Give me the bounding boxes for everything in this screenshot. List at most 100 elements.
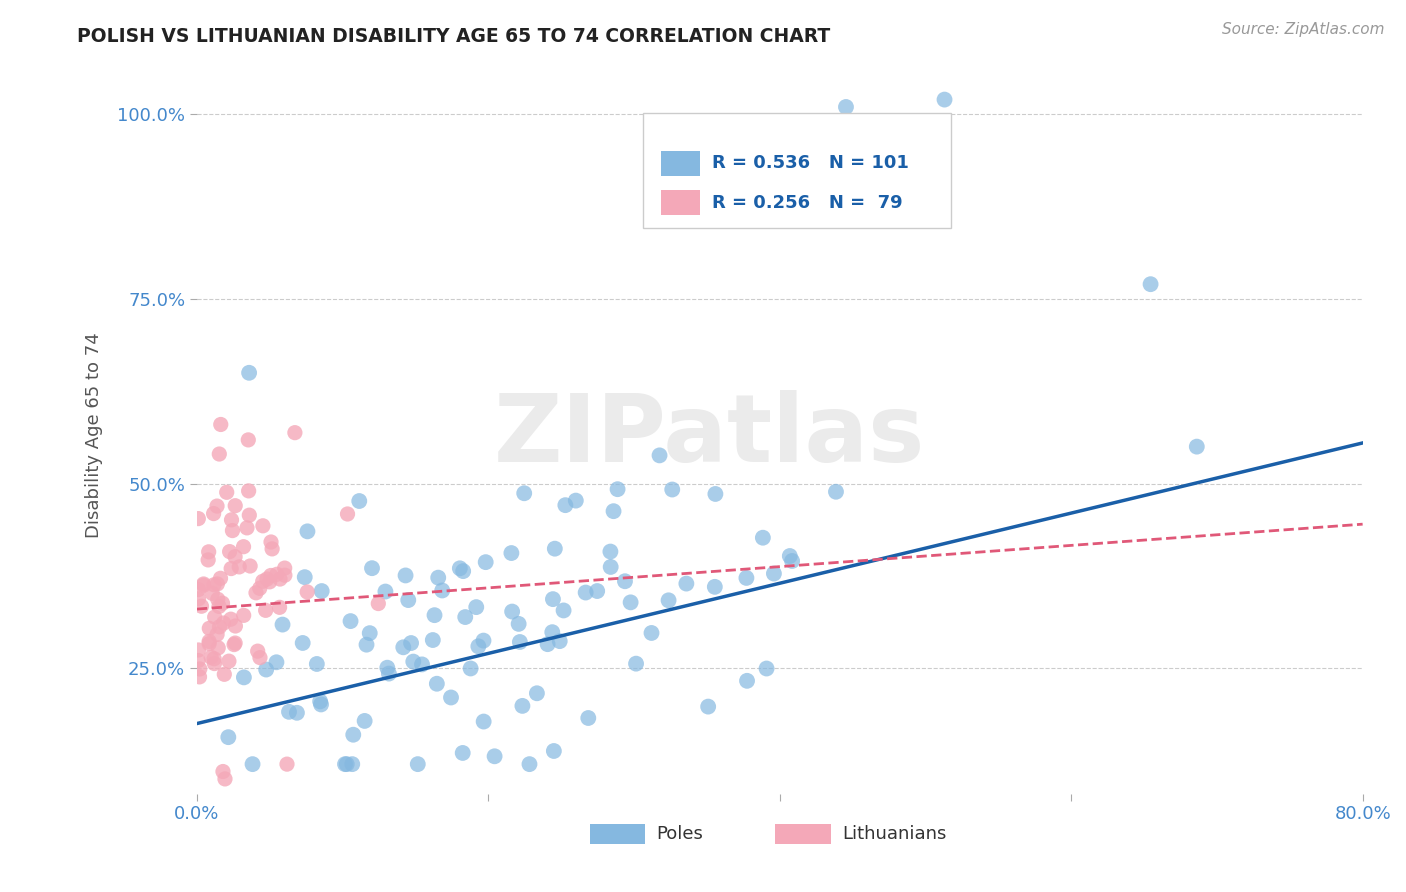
Point <box>884 122 907 136</box>
Point <box>614 574 637 589</box>
Point <box>675 576 697 591</box>
Text: R = 0.256   N =  79: R = 0.256 N = 79 <box>711 194 903 211</box>
Point <box>201 586 224 600</box>
Point <box>460 661 482 675</box>
Text: Source: ZipAtlas.com: Source: ZipAtlas.com <box>1222 22 1385 37</box>
Point <box>602 504 624 518</box>
Point <box>193 578 215 592</box>
Point <box>835 100 858 114</box>
Point <box>825 484 848 499</box>
Point <box>620 595 643 609</box>
Point <box>187 582 209 597</box>
Point <box>735 571 758 585</box>
Point <box>554 498 576 512</box>
Point <box>215 485 238 500</box>
Point <box>349 494 371 508</box>
Point <box>394 568 416 582</box>
Point <box>262 541 284 556</box>
Point <box>309 694 332 708</box>
Point <box>565 493 588 508</box>
Point <box>586 584 609 599</box>
Point <box>254 663 277 677</box>
Point <box>212 764 235 779</box>
Point <box>187 653 209 667</box>
Point <box>187 643 209 657</box>
Point <box>221 513 243 527</box>
Point <box>501 546 523 560</box>
Point <box>465 600 488 615</box>
Point <box>209 417 232 432</box>
Point <box>422 633 444 648</box>
Point <box>378 666 401 681</box>
Point <box>217 730 239 744</box>
Point <box>212 615 235 630</box>
Point <box>198 621 221 635</box>
Point <box>239 559 262 574</box>
Point <box>472 714 495 729</box>
Text: ZIPatlas: ZIPatlas <box>494 390 925 482</box>
Point <box>224 638 246 652</box>
Point <box>260 535 283 549</box>
Point <box>224 636 246 650</box>
Point <box>271 617 294 632</box>
Point <box>548 634 571 648</box>
Point <box>207 592 229 607</box>
Point <box>606 482 628 496</box>
Point <box>375 661 398 675</box>
Point <box>224 619 246 633</box>
Point <box>934 93 956 107</box>
Point <box>1185 440 1208 454</box>
Point <box>305 657 328 671</box>
Point <box>219 612 242 626</box>
Point <box>252 574 274 589</box>
Point <box>451 564 474 578</box>
Point <box>454 610 477 624</box>
Point <box>640 626 662 640</box>
Point <box>285 706 308 720</box>
Point <box>207 640 229 655</box>
Point <box>238 433 260 447</box>
Point <box>238 508 260 523</box>
Point <box>541 625 564 640</box>
Point <box>208 599 231 614</box>
Point <box>336 507 359 521</box>
Point <box>188 670 211 684</box>
Point <box>202 507 225 521</box>
Point <box>202 578 225 592</box>
Point <box>361 561 384 575</box>
Point <box>238 483 260 498</box>
Point <box>256 572 278 586</box>
Point <box>188 662 211 676</box>
Point <box>207 577 229 591</box>
Y-axis label: Disability Age 65 to 74: Disability Age 65 to 74 <box>86 333 103 539</box>
Point <box>374 584 396 599</box>
Point <box>752 531 775 545</box>
Point <box>198 634 221 648</box>
Point <box>396 593 419 607</box>
Point <box>278 705 301 719</box>
Point <box>423 608 446 623</box>
Point <box>392 640 415 655</box>
Point <box>204 610 226 624</box>
Point <box>202 651 225 665</box>
Point <box>1139 277 1161 292</box>
Point <box>214 772 236 786</box>
Point <box>648 449 671 463</box>
Point <box>232 608 254 623</box>
Point <box>242 757 264 772</box>
Point <box>236 521 259 535</box>
Point <box>249 582 271 596</box>
Point <box>311 584 333 599</box>
Point <box>218 544 240 558</box>
Point <box>333 757 356 772</box>
Point <box>508 616 530 631</box>
Text: Poles: Poles <box>657 825 703 843</box>
Point <box>755 661 778 675</box>
Point <box>599 560 621 574</box>
Point <box>513 486 536 500</box>
Point <box>266 567 288 582</box>
Point <box>204 657 226 671</box>
Point <box>208 447 231 461</box>
Point <box>367 597 389 611</box>
Point <box>599 544 621 558</box>
